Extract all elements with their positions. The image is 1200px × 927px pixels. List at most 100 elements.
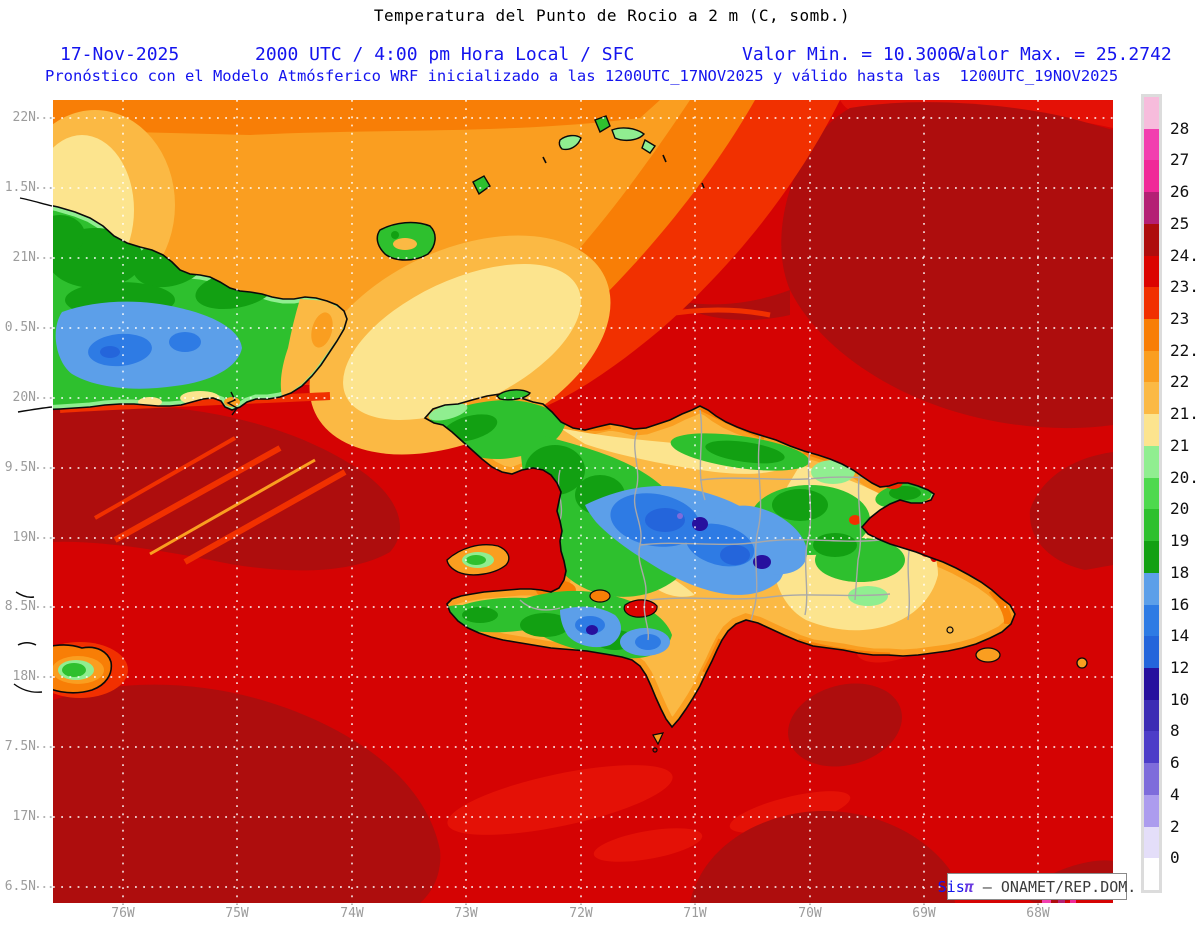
y-axis-label: 17N: [12, 809, 36, 824]
y-axis-label: 7.5N: [4, 739, 36, 754]
little-inagua: [558, 134, 582, 151]
colorbar-tick-label: 16: [1170, 594, 1190, 614]
colorbar-segment: [1144, 223, 1159, 256]
colorbar-tick-label: 0: [1170, 848, 1180, 868]
colorbar-segment: [1144, 350, 1159, 383]
colorbar-tick-label: 18: [1170, 562, 1190, 582]
admin-borders: [519, 409, 911, 641]
valid-time: 2000 UTC / 4:00 pm Hora Local / SFC: [255, 44, 635, 65]
turks-caicos-1: [594, 115, 611, 134]
y-axis-label: 6.5N: [4, 879, 36, 894]
shaded-field: [53, 100, 1113, 903]
subtitle-line2: Pronóstico con el Modelo Atmósferico WRF…: [45, 67, 1119, 85]
y-axis-label: 0.5N: [4, 320, 36, 335]
min-value-label: Valor Min. = 10.3006: [742, 44, 959, 65]
colorbar-tick-label: 27: [1170, 150, 1190, 170]
colorbar-tick-label: 20.5: [1170, 467, 1200, 487]
jamaica: [53, 642, 128, 698]
colorbar-tick-label: 14: [1170, 626, 1190, 646]
colorbar-tick-label: 23.5: [1170, 277, 1200, 297]
colorbar-tick-label: 24.5: [1170, 245, 1200, 265]
colorbar-tick-label: 22: [1170, 372, 1190, 392]
colorbar-tick-label: 2: [1170, 816, 1180, 836]
y-axis-label: 22N: [12, 110, 36, 125]
y-axis-label: 19N: [12, 530, 36, 545]
colorbar-tick-label: 10: [1170, 689, 1190, 709]
colorbar-segment: [1144, 445, 1159, 478]
small-islands-north: [376, 115, 705, 261]
colorbar-segment: [1144, 319, 1159, 351]
colorbar-segment: [1144, 97, 1159, 129]
catalina-island: [946, 626, 954, 634]
saona-island: [975, 647, 1001, 663]
colorbar-segment: [1144, 826, 1159, 859]
colorbar-segment: [1144, 509, 1159, 542]
colorbar-tick-label: 4: [1170, 784, 1180, 804]
colorbar-segment: [1144, 636, 1159, 668]
darkred-south: [53, 684, 441, 903]
y-axis-label: 1.5N: [4, 180, 36, 195]
colorbar-segment: [1144, 477, 1159, 510]
colorbar-tick-label: 23: [1170, 309, 1190, 329]
colorbar-segment: [1144, 128, 1159, 161]
axis-ticks: [37, 117, 1039, 908]
colorbar-tick-label: 22.5: [1170, 340, 1200, 360]
lake-saumatre: [589, 589, 611, 603]
beata-island: [652, 732, 665, 746]
y-axis-label: 20N: [12, 390, 36, 405]
turks-caicos-3: [641, 138, 657, 154]
colorbar: [1141, 94, 1162, 893]
y-axis-label: 8.5N: [4, 599, 36, 614]
colorbar-tick-label: 20: [1170, 499, 1190, 519]
margin-coast-fragments: [13, 197, 53, 693]
x-axis-label: 74W: [340, 906, 364, 921]
colorbar-segment: [1144, 192, 1159, 224]
colorbar-tick-label: 12: [1170, 657, 1190, 677]
sispi-label: Sis: [937, 877, 965, 896]
x-axis-label: 76W: [111, 906, 135, 921]
colorbar-segment: [1144, 160, 1159, 193]
colorbar-tick-label: 8: [1170, 721, 1180, 741]
colorbar-tick-label: 25: [1170, 213, 1190, 233]
colorbar-segment: [1144, 255, 1159, 288]
colorbar-tick-label: 28: [1170, 118, 1190, 138]
x-axis-label: 73W: [454, 906, 478, 921]
colorbar-segment: [1144, 604, 1159, 637]
y-axis-label: 21N: [12, 250, 36, 265]
mona-island: [1076, 657, 1088, 669]
y-axis-label: 18N: [12, 669, 36, 684]
x-axis-label: 72W: [569, 906, 593, 921]
colorbar-segment: [1144, 414, 1159, 446]
lake-enriquillo: [623, 599, 658, 618]
colorbar-segment: [1144, 731, 1159, 764]
colorbar-segment: [1144, 382, 1159, 415]
turks-caicos-2: [611, 127, 646, 142]
colorbar-tick-label: 19: [1170, 531, 1190, 551]
onamet-label: – ONAMET/REP.DOM.: [973, 877, 1137, 896]
colorbar-segment: [1144, 667, 1159, 700]
x-axis-label: 75W: [225, 906, 249, 921]
max-value-label: Valor Max. = 25.2742: [955, 44, 1172, 65]
gonave-island: [446, 544, 510, 576]
colorbar-segment: [1144, 541, 1159, 573]
colorbar-segment: [1144, 287, 1159, 320]
mayaguana: [472, 175, 491, 196]
valid-date: 17-Nov-2025: [60, 44, 180, 65]
darkred-ne: [781, 102, 1113, 429]
colorbar-segment: [1144, 763, 1159, 795]
colorbar-tick-label: 26: [1170, 182, 1190, 202]
colorbar-segment: [1144, 572, 1159, 605]
colorbar-segment: [1144, 699, 1159, 732]
x-axis-label: 69W: [912, 906, 936, 921]
colorbar-segment: [1144, 858, 1159, 890]
x-axis-label: 68W: [1026, 906, 1050, 921]
branding-box: Sis π – ONAMET/REP.DOM.: [938, 873, 1136, 900]
colorbar-tick-label: 6: [1170, 753, 1180, 773]
colorbar-segment: [1144, 794, 1159, 827]
pi-symbol: π: [964, 877, 974, 896]
colorbar-tick-label: 21.5: [1170, 404, 1200, 424]
x-axis-label: 70W: [798, 906, 822, 921]
x-axis-label: 71W: [683, 906, 707, 921]
